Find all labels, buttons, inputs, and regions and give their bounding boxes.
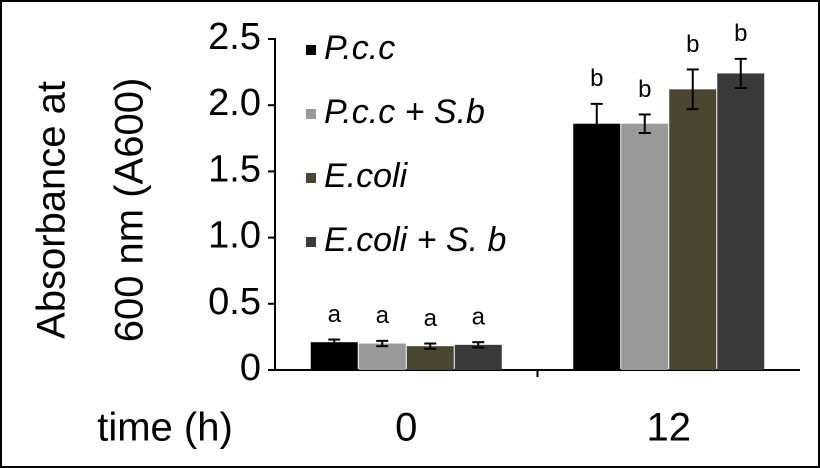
significance-label: b	[686, 31, 699, 58]
legend-swatch	[306, 173, 316, 183]
bar	[573, 123, 621, 371]
significance-label: a	[328, 301, 342, 328]
legend-swatch	[306, 45, 316, 55]
significance-label: b	[590, 65, 603, 92]
error-bar	[424, 342, 437, 350]
legend-swatch	[306, 237, 316, 247]
error-bar	[590, 102, 603, 145]
y-axis-label: Absorbance at	[30, 81, 74, 339]
y-tick-label: 2.5	[208, 16, 261, 58]
bar	[621, 123, 669, 371]
legend-label: P.c.c + S.b	[324, 93, 485, 131]
error-bar	[472, 341, 485, 349]
y-tick-label: 0.5	[208, 281, 261, 323]
error-bar	[328, 338, 341, 346]
x-axis-label: time (h)	[97, 406, 233, 450]
legend-label: E.coli + S. b	[324, 221, 506, 259]
bar	[717, 73, 765, 370]
significance-label: a	[424, 305, 438, 332]
y-axis-label: 600 nm (A600)	[108, 78, 152, 343]
error-bar	[376, 339, 389, 348]
significance-label: a	[472, 304, 486, 331]
error-bar	[686, 68, 699, 111]
legend-swatch	[306, 109, 316, 119]
bar	[669, 89, 717, 370]
significance-label: a	[376, 302, 390, 329]
error-bar	[734, 57, 747, 89]
legend-label: P.c.c	[324, 29, 395, 67]
x-tick-label: 0	[395, 406, 417, 450]
bar	[358, 343, 406, 370]
x-tick-label: 12	[647, 406, 692, 450]
y-tick-label: 2.0	[208, 82, 261, 124]
bar	[310, 342, 358, 370]
bar	[454, 344, 502, 370]
significance-label: b	[734, 20, 747, 47]
error-bar	[638, 113, 651, 135]
y-tick-label: 0	[240, 347, 261, 389]
y-tick-label: 1.5	[208, 148, 261, 190]
y-tick-label: 1.0	[208, 215, 261, 257]
significance-label: b	[638, 76, 651, 103]
bar	[406, 346, 454, 370]
legend-label: E.coli	[324, 157, 409, 195]
